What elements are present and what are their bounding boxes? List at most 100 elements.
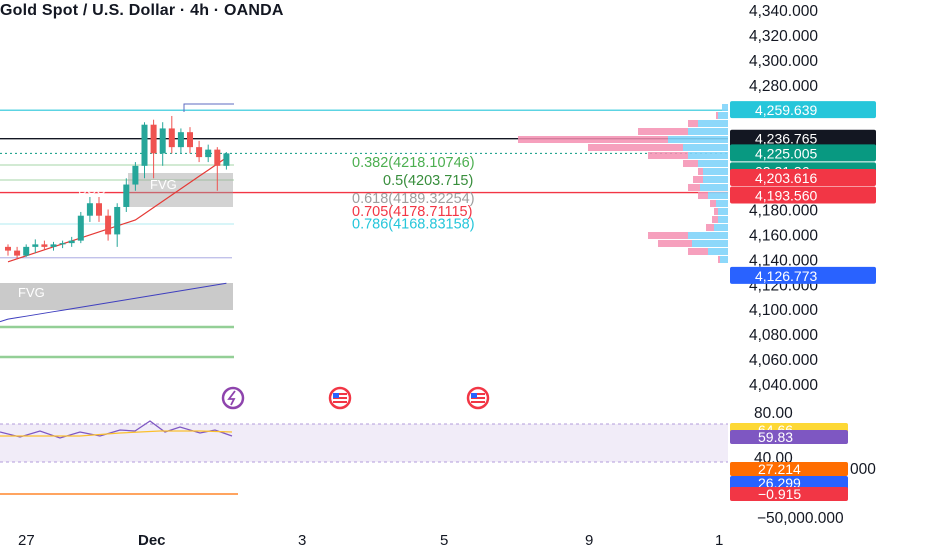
time-tick-label: 5 — [440, 532, 448, 549]
volume-profile-bar — [683, 144, 728, 151]
oscillator-label-tail: 000 — [850, 461, 876, 478]
price-tick-label: 4,300.000 — [749, 53, 818, 70]
price-tick-label: 4,080.000 — [749, 327, 818, 344]
oscillator-label-box — [730, 462, 848, 476]
fib-level-label: 0.382(4218.10746) — [352, 155, 475, 171]
volume-profile-bar — [714, 208, 718, 215]
candle-body — [150, 124, 157, 154]
oscillator-label-text: 59.83 — [758, 429, 793, 445]
time-tick-label: 9 — [585, 532, 593, 549]
volume-profile-bar — [648, 232, 688, 239]
volume-profile-bar — [688, 184, 700, 191]
candle-body — [86, 203, 93, 216]
oscillator-axis: 80.0040.00−50,000.00064.6659.8327.214000… — [730, 405, 876, 527]
candle-body — [205, 149, 212, 158]
dividend-event-icon[interactable] — [221, 386, 245, 410]
volume-profile-bar — [648, 152, 688, 159]
fib-labels: 0.382(4218.10746) 0.5(4203.715) 0.618(4189… — [352, 155, 475, 232]
volume-profile-bar — [638, 128, 688, 135]
price-tick-label: 4,280.000 — [749, 78, 818, 95]
volume-profile-bar — [692, 240, 728, 247]
us-flag-event-icon[interactable] — [466, 386, 490, 410]
oscillator-pane — [0, 420, 728, 495]
price-label-box — [730, 186, 876, 204]
price-tick-label: 4,180.000 — [749, 202, 818, 219]
us-flag-event-icon[interactable] — [328, 386, 352, 410]
time-tick-label: 3 — [298, 532, 306, 549]
candle-body — [141, 124, 148, 166]
volume-profile-bar — [716, 112, 718, 119]
candle-body — [223, 153, 230, 166]
price-label-text: 4,193.560 — [755, 188, 817, 204]
candle-body — [96, 203, 102, 216]
bos-label: BOS — [0, 206, 28, 221]
candle-body — [196, 147, 203, 158]
high-marker — [183, 103, 234, 112]
candles[interactable] — [5, 115, 230, 260]
candle-body — [50, 244, 57, 247]
volume-profile-bar — [708, 192, 728, 199]
oscillator-tick-label: 80.00 — [754, 405, 793, 422]
volume-profile-bar — [718, 112, 728, 119]
volume-profile-bar — [698, 192, 708, 199]
oscillator-tick-label: −50,000.000 — [757, 510, 844, 527]
volume-profile-bar — [688, 120, 698, 127]
volume-profile-bar — [688, 232, 728, 239]
time-axis[interactable]: 27 Dec 3 5 9 1 — [18, 532, 723, 549]
price-tick-label: 4,040.000 — [749, 377, 818, 394]
volume-profile-bar — [658, 240, 692, 247]
volume-profile-bar — [688, 152, 728, 159]
fvg-label: FVG — [18, 285, 45, 300]
volume-profile — [518, 104, 728, 263]
price-tick-label: 4,160.000 — [749, 227, 818, 244]
time-tick-label: 1 — [715, 532, 723, 549]
candle-body — [132, 165, 139, 185]
rsi-line — [0, 420, 233, 439]
fvg-label: FVG — [150, 177, 177, 192]
candle-body — [168, 128, 175, 148]
fib-level-label: 0.705(4178.71115) — [352, 204, 472, 220]
volume-profile-bar — [698, 120, 728, 127]
price-label-text: 4,225.005 — [755, 145, 817, 161]
volume-profile-bar — [722, 104, 728, 111]
volume-profile-bar — [688, 128, 728, 135]
volume-profile-bar — [668, 136, 728, 143]
candle-body — [59, 243, 66, 245]
volume-profile-bar — [716, 200, 728, 207]
candle-body — [14, 250, 21, 256]
fib-level-label: 0.786(4168.83158) — [352, 216, 475, 232]
fvg-box-lower — [0, 283, 233, 310]
price-label-box — [730, 129, 876, 147]
candle-body — [177, 132, 184, 148]
volume-profile-bar — [703, 168, 728, 175]
candle-body — [32, 244, 39, 247]
price-label-text: 4,203.616 — [755, 170, 817, 186]
volume-profile-bar — [718, 256, 720, 263]
fvg-box-upper — [128, 173, 233, 207]
volume-profile-bar — [688, 248, 708, 255]
oscillator-label-box — [730, 487, 848, 501]
price-tick-label: 4,060.000 — [749, 352, 818, 369]
price-axis[interactable]: 4,340.000 4,320.000 4,300.000 4,280.000 4,18… — [749, 3, 818, 394]
candle-body — [159, 128, 166, 154]
oscillator-label-text: −0.915 — [758, 486, 801, 502]
candle-body — [68, 240, 75, 244]
candle-body — [114, 206, 121, 235]
volume-profile-bar — [718, 208, 728, 215]
volume-profile-bar — [712, 216, 718, 223]
price-label-box — [730, 144, 876, 162]
chart-title: Gold Spot / U.S. Dollar · 4h · OANDA — [0, 2, 284, 19]
price-labels: 4,259.6394,236.7654,225.00502:21:364,203… — [730, 101, 876, 284]
volume-profile-bar — [708, 248, 728, 255]
bos-label: BOS — [78, 182, 106, 197]
events[interactable] — [221, 386, 490, 410]
level-lines — [0, 103, 728, 359]
price-label-text: 4,126.773 — [755, 268, 817, 284]
volume-profile-bar — [683, 160, 698, 167]
price-tick-label: 4,140.000 — [749, 252, 818, 269]
time-tick-label: Dec — [138, 532, 166, 549]
oscillator-label-box — [730, 430, 848, 444]
candle-body — [187, 132, 193, 148]
fvg-boxes: FVG BOS BOS FVG — [0, 173, 233, 310]
